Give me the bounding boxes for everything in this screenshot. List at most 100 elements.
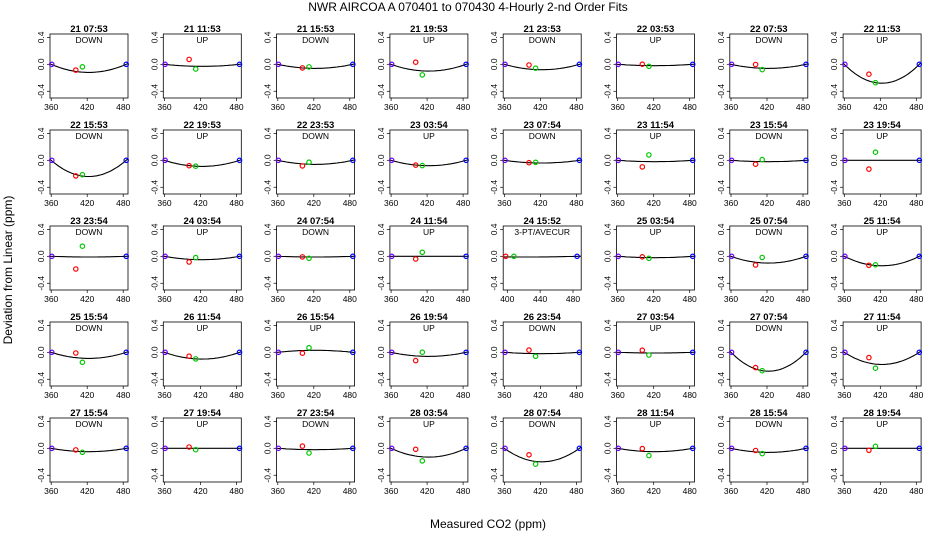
y-tick-label: 0.4 [36, 31, 46, 43]
x-tick-label: 420 [873, 486, 887, 496]
data-point [306, 344, 312, 351]
x-tick-label: 420 [193, 102, 207, 112]
x-tick-label: 360 [497, 198, 511, 208]
y-tick-label: 0.4 [263, 127, 273, 139]
chart-title: NWR AIRCOA A 070401 to 070430 4-Hourly 2… [308, 0, 628, 14]
data-point [463, 445, 469, 452]
y-tick-label: 0.4 [716, 223, 726, 235]
x-tick-label: 360 [157, 294, 171, 304]
y-tick-label: 0.0 [36, 58, 46, 70]
data-point [752, 447, 759, 454]
data-point [615, 61, 622, 68]
y-tick-label: 0.0 [263, 58, 273, 70]
x-tick-label: 360 [497, 486, 511, 496]
x-tick-label: 360 [611, 486, 625, 496]
y-tick-label: 0.0 [36, 250, 46, 262]
x-axis-title: Measured CO2 (ppm) [430, 517, 546, 531]
fit-curve [729, 447, 808, 453]
x-tick-label: 420 [420, 102, 434, 112]
y-tick-label: 0.4 [716, 127, 726, 139]
data-point [123, 349, 130, 356]
x-tick-label: 420 [760, 198, 774, 208]
data-point [615, 445, 622, 452]
panel-label: UP [423, 131, 435, 141]
x-tick-label: 420 [647, 102, 661, 112]
panel-label: DOWN [302, 131, 329, 141]
data-point [306, 450, 312, 456]
x-tick-label: 480 [569, 486, 583, 496]
panel-title: 23 03:54 [410, 120, 448, 131]
data-point [526, 347, 532, 353]
fit-curve [843, 62, 922, 84]
panel-title: 23 23:54 [70, 216, 108, 227]
x-tick-label: 420 [80, 294, 94, 304]
panel-label: DOWN [76, 323, 103, 333]
y-tick-label: -0.4 [263, 276, 273, 291]
data-point [916, 157, 923, 164]
x-tick-label: 480 [456, 198, 470, 208]
data-point [73, 173, 79, 179]
x-tick-label: 420 [647, 486, 661, 496]
data-point [275, 445, 282, 452]
panel: 24 15:523-PT/AVECUR -0.4 0.0 0.4 400 440 480 [489, 216, 582, 304]
x-tick-label: 360 [44, 486, 58, 496]
panel-title: 28 11:54 [637, 408, 675, 419]
panel-title: 24 15:52 [523, 216, 561, 227]
y-tick-label: 0.4 [376, 223, 386, 235]
fit-curve [503, 351, 582, 355]
data-point [689, 253, 696, 260]
data-point [842, 253, 848, 260]
fit-curve [50, 351, 128, 359]
data-point [646, 152, 652, 158]
fit-curve [276, 63, 355, 69]
data-point [192, 446, 199, 453]
data-point [349, 445, 356, 452]
panel-label: DOWN [302, 419, 329, 429]
data-point [162, 349, 168, 356]
panel-title: 23 07:54 [523, 120, 561, 131]
y-tick-label: 0.0 [489, 250, 499, 262]
data-point [419, 249, 426, 256]
y-tick-label: 0.4 [829, 319, 839, 331]
fit-curve [163, 351, 242, 360]
panel-label: UP [423, 35, 435, 45]
y-tick-label: 0.4 [603, 319, 613, 331]
x-tick-label: 480 [229, 486, 243, 496]
data-point [728, 61, 735, 68]
fit-curve [276, 159, 355, 165]
panel-label: UP [423, 323, 435, 333]
data-point [728, 253, 735, 260]
data-point [299, 443, 306, 449]
data-point [866, 354, 872, 361]
x-tick-label: 480 [116, 486, 130, 496]
y-tick-label: 0.0 [603, 346, 613, 358]
y-tick-label: 0.0 [603, 154, 613, 166]
x-tick-label: 420 [80, 390, 94, 400]
x-tick-label: 420 [193, 198, 207, 208]
data-point [412, 357, 419, 364]
data-point [532, 65, 539, 72]
panel-title: 27 19:54 [184, 408, 222, 419]
panel-title: 25 15:54 [70, 312, 108, 323]
data-point [752, 161, 759, 168]
data-point [349, 157, 356, 164]
x-tick-label: 480 [909, 390, 923, 400]
data-point [299, 65, 306, 71]
y-tick-label: -0.4 [36, 276, 46, 291]
panel-label: DOWN [76, 419, 103, 429]
y-tick-label: -0.4 [149, 468, 159, 483]
x-tick-label: 360 [157, 198, 171, 208]
panel-title: 27 11:54 [864, 312, 902, 323]
x-tick-label: 360 [837, 294, 851, 304]
y-tick-label: -0.4 [263, 84, 273, 99]
x-tick-label: 360 [611, 390, 625, 400]
data-point [463, 253, 469, 260]
y-tick-label: 0.4 [149, 319, 159, 331]
fit-curve [503, 255, 582, 258]
